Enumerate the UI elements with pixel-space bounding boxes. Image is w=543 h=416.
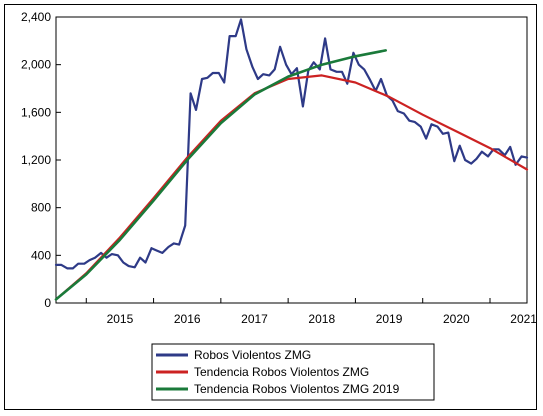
series-line-3 — [54, 49, 387, 301]
x-tick-label: 2016 — [174, 312, 201, 326]
series-line-2 — [54, 74, 529, 301]
legend-label: Tendencia Robos Violentos ZMG — [194, 365, 369, 379]
x-tick-label: 2020 — [443, 312, 470, 326]
y-tick-label: 1,600 — [21, 105, 51, 119]
y-tick-label: 2,000 — [21, 58, 51, 72]
legend-box — [151, 343, 435, 401]
x-tick-label: 2017 — [241, 312, 268, 326]
y-tick-label: 0 — [44, 296, 51, 310]
x-tick-label: 2015 — [107, 312, 134, 326]
chart-frame — [4, 4, 537, 410]
x-tick-label: 2019 — [376, 312, 403, 326]
y-axis: 0 400 800 1,200 1,600 2,000 2,400 — [21, 10, 61, 310]
y-tick-label: 400 — [31, 248, 51, 262]
series-lines — [54, 18, 529, 301]
plot-area — [55, 16, 528, 304]
y-tick-label: 2,400 — [21, 10, 51, 24]
y-tick-label: 1,200 — [21, 153, 51, 167]
legend-label: Robos Violentos ZMG — [194, 348, 311, 362]
x-tick-label: 2021 — [510, 312, 537, 326]
legend: Robos Violentos ZMG Tendencia Robos Viole… — [151, 343, 435, 401]
x-tick-label: 2018 — [308, 312, 335, 326]
y-tick-label: 800 — [31, 201, 51, 215]
x-axis: 2015 2016 2017 2018 2019 2020 2021 — [85, 298, 537, 326]
legend-label: Tendencia Robos Violentos ZMG 2019 — [194, 382, 400, 396]
